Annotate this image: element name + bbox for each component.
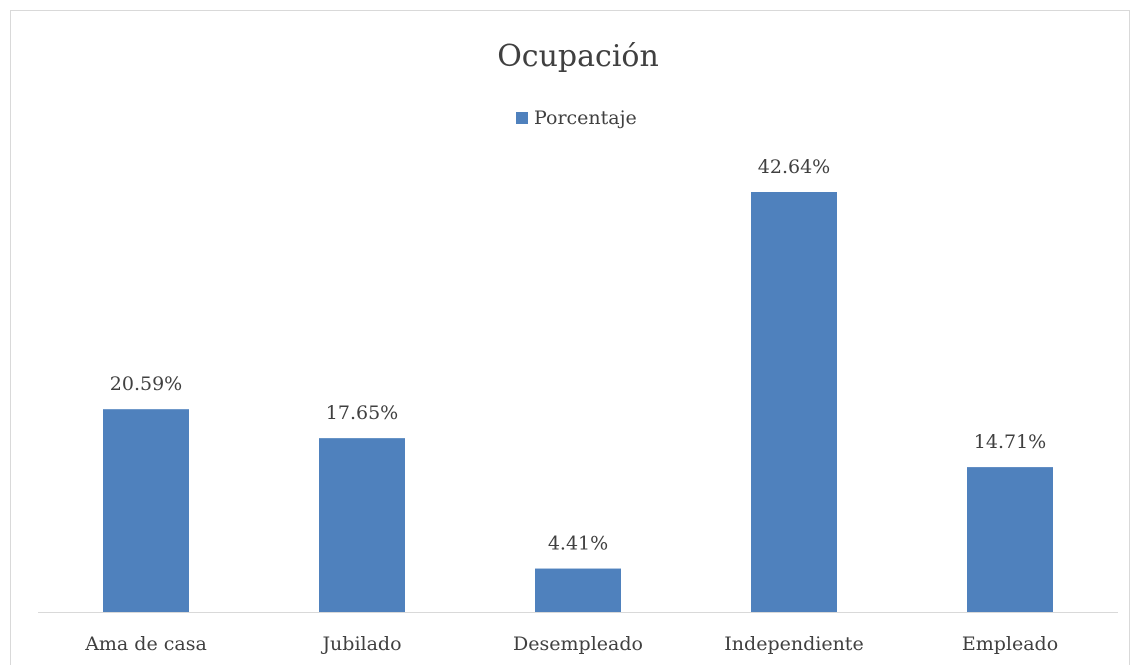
bar	[535, 568, 621, 612]
x-tick-label: Empleado	[962, 633, 1058, 655]
bar	[319, 438, 405, 612]
data-label: 42.64%	[758, 156, 830, 178]
data-label: 14.71%	[974, 431, 1046, 453]
x-tick-label: Ama de casa	[84, 633, 207, 655]
x-tick-label: Desempleado	[513, 633, 643, 655]
legend-label: Porcentaje	[534, 107, 637, 129]
bar	[751, 192, 837, 612]
bar	[103, 409, 189, 612]
data-label: 4.41%	[548, 533, 608, 555]
x-tick-label: Independiente	[724, 633, 863, 655]
data-label: 17.65%	[326, 402, 398, 424]
chart-title: Ocupación	[497, 39, 659, 74]
data-label: 20.59%	[110, 373, 182, 395]
chart-border	[10, 10, 1130, 665]
bar	[967, 467, 1053, 612]
x-tick-label: Jubilado	[320, 633, 401, 655]
legend-swatch	[516, 112, 528, 124]
